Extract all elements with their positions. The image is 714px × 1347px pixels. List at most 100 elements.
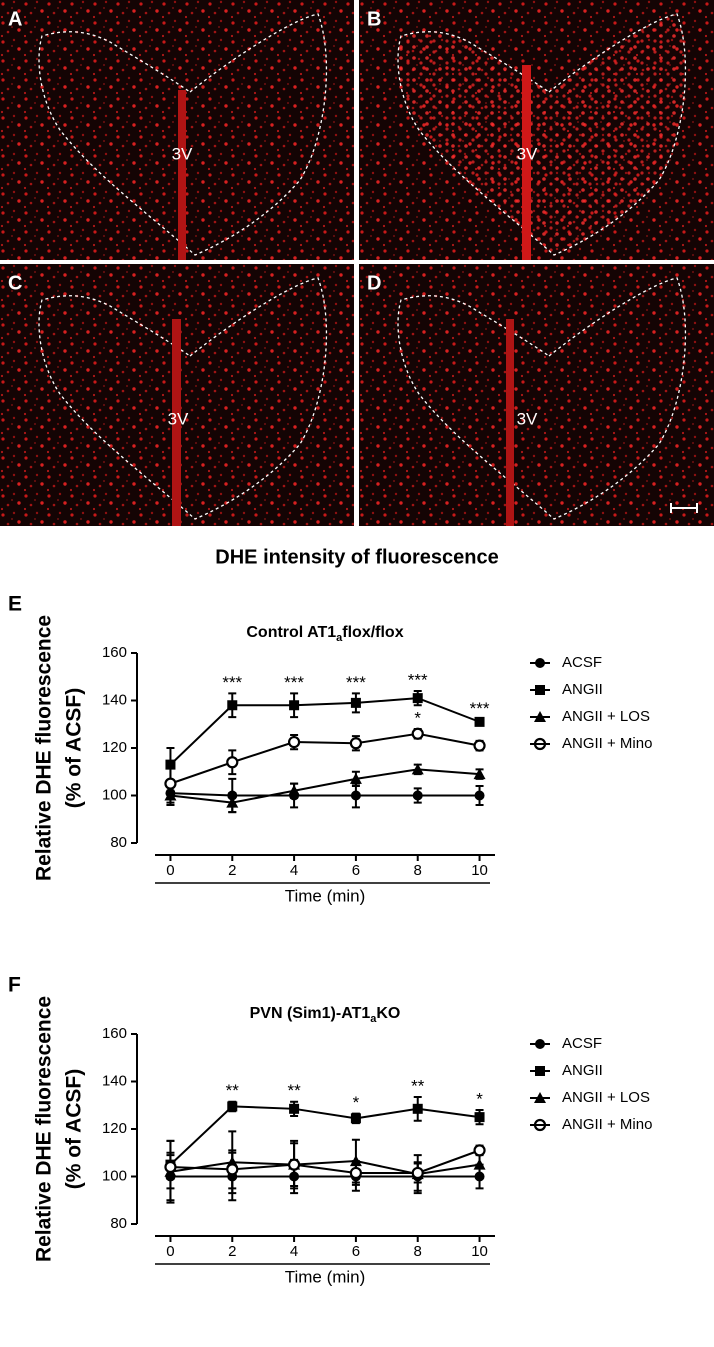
significance-label: * (476, 1089, 483, 1108)
x-tick-label: 6 (352, 862, 360, 879)
figure-heading: DHE intensity of fluorescence (215, 546, 498, 568)
data-point (287, 735, 301, 749)
y-tick-label: 140 (102, 1072, 127, 1089)
ventricle (522, 65, 531, 260)
legend-label: ANGII (562, 681, 603, 698)
title-part: a (370, 1013, 377, 1025)
data-point (473, 1158, 486, 1170)
x-tick-label: 8 (414, 862, 422, 879)
data-point (349, 737, 363, 750)
data-point (227, 700, 238, 711)
micrograph: A 3V (0, 0, 354, 260)
x-tick-label: 8 (414, 1243, 422, 1260)
data-point (226, 756, 239, 769)
ventricle (172, 319, 181, 526)
x-tick-label: 2 (228, 1243, 236, 1260)
data-point (164, 1160, 177, 1174)
series-line (170, 1160, 480, 1176)
legend-label: ANGII + LOS (562, 708, 650, 725)
y-tick-label: 120 (102, 739, 127, 756)
data-point (350, 697, 361, 708)
data-point (473, 739, 486, 752)
data-point (473, 1144, 486, 1157)
region-label: 3V (517, 144, 538, 163)
micrograph: D 3V (359, 264, 714, 526)
scale-bar (670, 503, 698, 513)
data-point (164, 777, 177, 790)
x-axis-label: Time (min) (285, 886, 366, 905)
data-point (474, 716, 485, 727)
region-label: 3V (168, 409, 189, 428)
data-point (226, 1163, 239, 1176)
significance-label: *** (408, 670, 428, 689)
series-line (169, 697, 480, 766)
significance-label: ** (226, 1081, 240, 1100)
data-point (349, 772, 362, 784)
title-part: PVN (Sim1)-AT1 (250, 1005, 371, 1022)
x-axis-label: Time (min) (285, 1267, 366, 1286)
ventricle (178, 90, 186, 260)
data-point (411, 763, 424, 775)
legend-label: ACSF (562, 1035, 602, 1052)
y-axis-label: Relative DHE fluorescence (33, 615, 56, 881)
y-axis-label: Relative DHE fluorescence (33, 996, 56, 1262)
x-tick-label: 4 (290, 862, 298, 879)
panel-label: A (8, 8, 22, 30)
x-tick-label: 10 (471, 1243, 488, 1260)
y-tick-label: 140 (102, 691, 127, 708)
data-point (350, 1113, 361, 1124)
data-point (412, 693, 423, 704)
significance-label: * (414, 708, 421, 727)
y-tick-label: 100 (102, 786, 127, 803)
data-point (227, 1101, 238, 1112)
data-point (474, 1112, 485, 1123)
significance-label: *** (346, 673, 366, 692)
significance-label: *** (222, 673, 242, 692)
image (0, 0, 354, 260)
legend-label: ANGII (562, 1062, 603, 1079)
data-point (289, 700, 300, 711)
y-tick-label: 80 (110, 1215, 127, 1232)
title-part: a (336, 632, 343, 644)
legend-label: ANGII + Mino (562, 735, 652, 752)
data-point (411, 727, 424, 740)
y-tick-label: 160 (102, 644, 127, 661)
legend-label: ANGII + Mino (562, 1116, 652, 1133)
y-axis-label: (% of ACSF) (63, 1069, 86, 1190)
significance-label: *** (284, 673, 304, 692)
y-tick-label: 100 (102, 1167, 127, 1184)
significance-label: ** (411, 1076, 425, 1095)
y-tick-label: 120 (102, 1120, 127, 1137)
data-point (473, 768, 486, 780)
panel-label: E (8, 593, 22, 616)
data-point (350, 790, 361, 801)
data-point (349, 1166, 363, 1180)
x-tick-label: 2 (228, 862, 236, 879)
panel-label: C (8, 272, 22, 294)
series-line (169, 1105, 480, 1166)
significance-label: *** (470, 699, 490, 718)
x-tick-label: 4 (290, 1243, 298, 1260)
series-line (170, 1149, 480, 1174)
data-point (412, 790, 423, 801)
region-label: 3V (517, 409, 538, 428)
micrograph: C 3V (0, 264, 354, 526)
y-tick-label: 80 (110, 834, 127, 851)
series-line (170, 732, 480, 785)
data-point (226, 796, 239, 808)
y-tick-label: 160 (102, 1025, 127, 1042)
x-tick-label: 10 (471, 862, 488, 879)
region-label: 3V (172, 144, 193, 163)
data-point (288, 784, 301, 796)
micrograph-panels: A 3V B 3V C 3V D 3V (0, 0, 714, 526)
x-tick-label: 0 (166, 862, 174, 879)
data-point (411, 1166, 424, 1180)
panel-label: D (367, 272, 381, 294)
series-line (170, 768, 480, 804)
image (359, 264, 714, 526)
data-point (474, 790, 485, 801)
legend-label: ACSF (562, 654, 602, 671)
y-axis-label: (% of ACSF) (63, 688, 86, 809)
title-part: flox/flox (342, 624, 403, 641)
data-point (289, 1103, 300, 1114)
